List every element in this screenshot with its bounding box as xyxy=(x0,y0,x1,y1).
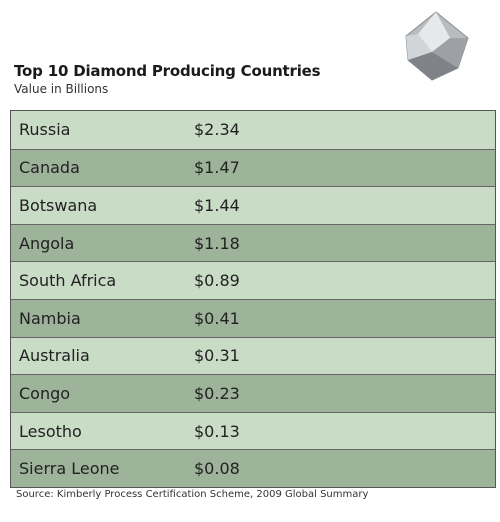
table: Russia $2.34 Canada $1.47 Botswana $1.44 Angol… xyxy=(10,110,496,488)
value-cell: $0.13 xyxy=(194,421,240,441)
country-cell: Nambia xyxy=(19,308,81,328)
country-cell: Australia xyxy=(19,346,90,366)
table-row: Australia $0.31 xyxy=(11,336,495,375)
title: Top 10 Diamond Producing Countries xyxy=(14,62,321,80)
table-row: Lesotho $0.13 xyxy=(11,411,495,450)
country-cell: Lesotho xyxy=(19,421,82,441)
source-note: Source: Kimberly Process Certification S… xyxy=(16,489,369,500)
country-cell: Botswana xyxy=(19,195,98,215)
table-row: Botswana $1.44 xyxy=(11,186,495,224)
country-cell: Sierra Leone xyxy=(19,459,120,479)
table-row: Russia $2.34 xyxy=(11,111,495,149)
country-cell: Canada xyxy=(19,158,80,178)
value-cell: $1.18 xyxy=(194,233,240,253)
diamond-icon xyxy=(405,11,469,81)
value-cell: $2.34 xyxy=(194,120,240,140)
country-cell: Angola xyxy=(19,233,75,253)
value-cell: $0.23 xyxy=(194,383,240,403)
country-cell: Congo xyxy=(19,383,71,403)
table-row: Nambia $0.41 xyxy=(11,298,495,337)
table-row: Canada $1.47 xyxy=(11,148,495,187)
value-cell: $1.44 xyxy=(194,195,240,215)
table-row: South Africa $0.89 xyxy=(11,261,495,299)
country-cell: Russia xyxy=(19,120,71,140)
table-row: Congo $0.23 xyxy=(11,374,495,412)
table-row: Sierra Leone $0.08 xyxy=(11,449,495,487)
subtitle: Value in Billions xyxy=(14,82,109,96)
value-cell: $0.89 xyxy=(194,271,240,291)
table-row: Angola $1.18 xyxy=(11,223,495,262)
value-cell: $0.41 xyxy=(194,308,240,328)
value-cell: $0.08 xyxy=(194,459,240,479)
value-cell: $1.47 xyxy=(194,158,240,178)
value-cell: $0.31 xyxy=(194,346,240,366)
country-cell: South Africa xyxy=(19,271,117,291)
